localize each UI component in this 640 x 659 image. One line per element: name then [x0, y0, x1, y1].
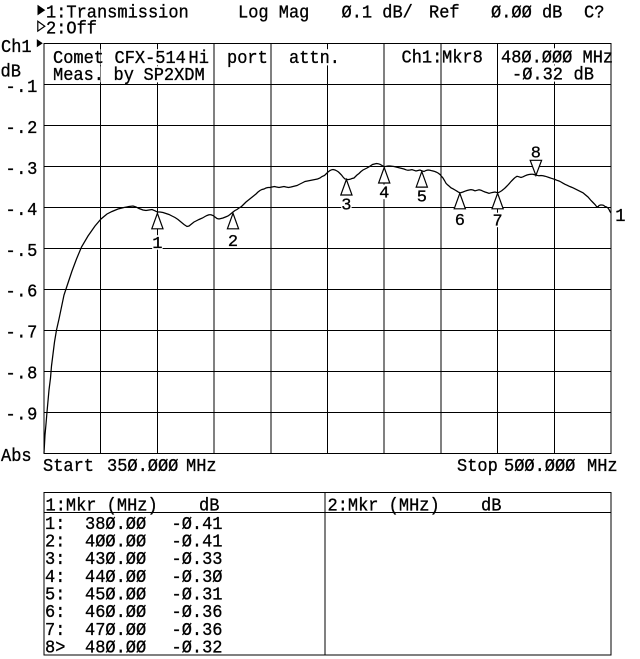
svg-text:4:: 4: — [45, 567, 65, 588]
svg-text:1: 1 — [615, 206, 625, 227]
svg-text:5:: 5: — [45, 585, 65, 606]
svg-text:2:Off: 2:Off — [46, 19, 97, 40]
svg-text:48Ø.ØØ: 48Ø.ØØ — [85, 638, 146, 659]
svg-text:2: 2 — [228, 233, 238, 252]
svg-text:Comet: Comet — [53, 49, 104, 70]
svg-text:dB: dB — [481, 496, 502, 517]
svg-text:Mkr8: Mkr8 — [442, 48, 483, 69]
svg-text:1:: 1: — [45, 514, 65, 535]
svg-text:6:: 6: — [45, 603, 65, 624]
svg-text:2:Mkr (MHz): 2:Mkr (MHz) — [328, 496, 440, 517]
svg-text:CFX-514: CFX-514 — [115, 49, 186, 70]
svg-text:35Ø.ØØØ: 35Ø.ØØØ — [107, 456, 179, 477]
svg-text:Ch1: Ch1 — [1, 37, 32, 58]
svg-text:Start: Start — [43, 456, 94, 477]
svg-text:-.3: -.3 — [6, 159, 38, 180]
svg-text:-Ø.41: -Ø.41 — [172, 532, 223, 553]
svg-text:Hi: Hi — [189, 49, 209, 70]
svg-text:-.4: -.4 — [6, 200, 38, 221]
svg-text:1:Transmission: 1:Transmission — [46, 3, 189, 24]
svg-text:4ØØ.ØØ: 4ØØ.ØØ — [85, 532, 146, 553]
svg-text:46Ø.ØØ: 46Ø.ØØ — [85, 603, 146, 624]
svg-text:Log Mag: Log Mag — [238, 3, 309, 24]
svg-text:dB: dB — [199, 496, 220, 517]
svg-text:by: by — [114, 66, 135, 87]
svg-text:5: 5 — [417, 189, 427, 208]
svg-text:-Ø.3Ø: -Ø.3Ø — [172, 567, 223, 588]
svg-text:-.6: -.6 — [6, 282, 38, 303]
svg-text:7:: 7: — [45, 620, 65, 641]
svg-text:-.2: -.2 — [6, 118, 38, 139]
svg-text:-Ø.36: -Ø.36 — [172, 620, 223, 641]
svg-text:-.8: -.8 — [6, 364, 38, 385]
svg-text:C?: C? — [584, 3, 604, 24]
svg-text:-Ø.32: -Ø.32 — [172, 638, 223, 659]
svg-text:7: 7 — [493, 213, 503, 232]
svg-text:Ch1:: Ch1: — [402, 48, 443, 69]
svg-text:Ø.ØØ dB: Ø.ØØ dB — [491, 3, 563, 24]
svg-text:Ø.1 dB/: Ø.1 dB/ — [342, 3, 413, 24]
svg-text:3: 3 — [341, 197, 351, 216]
svg-text:SP2XDM: SP2XDM — [144, 66, 205, 87]
svg-text:48Ø.ØØØ: 48Ø.ØØØ — [501, 48, 573, 69]
svg-text:Meas.: Meas. — [53, 66, 104, 87]
svg-text:dB: dB — [1, 62, 22, 83]
svg-text:-Ø.36: -Ø.36 — [172, 603, 223, 624]
svg-text:47Ø.ØØ: 47Ø.ØØ — [85, 620, 146, 641]
svg-text:Abs: Abs — [1, 446, 32, 467]
svg-text:8>: 8> — [45, 638, 65, 659]
svg-text:MHz: MHz — [186, 456, 217, 477]
svg-text:attn.: attn. — [289, 49, 340, 70]
svg-text:44Ø.ØØ: 44Ø.ØØ — [85, 567, 146, 588]
svg-text:-Ø.31: -Ø.31 — [172, 585, 223, 606]
svg-text:dB: dB — [574, 65, 595, 86]
svg-text:-.1: -.1 — [6, 77, 38, 98]
svg-text:8: 8 — [531, 144, 541, 163]
svg-text:2:: 2: — [45, 532, 65, 553]
svg-text:-Ø.32: -Ø.32 — [512, 65, 563, 86]
svg-text:MHz: MHz — [583, 48, 614, 69]
svg-text:6: 6 — [455, 212, 465, 231]
svg-text:MHz: MHz — [587, 456, 618, 477]
svg-text:-.5: -.5 — [6, 241, 38, 262]
svg-text:43Ø.ØØ: 43Ø.ØØ — [85, 550, 146, 571]
svg-text:38Ø.ØØ: 38Ø.ØØ — [85, 514, 146, 535]
svg-text:Stop: Stop — [457, 456, 498, 477]
svg-text:-Ø.41: -Ø.41 — [172, 514, 223, 535]
svg-text:45Ø.ØØ: 45Ø.ØØ — [85, 585, 146, 606]
svg-text:-Ø.33: -Ø.33 — [172, 550, 223, 571]
svg-text:-.7: -.7 — [6, 323, 38, 344]
svg-text:-.9: -.9 — [6, 405, 38, 426]
svg-text:1: 1 — [152, 235, 162, 254]
svg-text:4: 4 — [379, 185, 389, 204]
svg-text:1:Mkr (MHz): 1:Mkr (MHz) — [46, 496, 158, 517]
svg-text:5ØØ.ØØØ: 5ØØ.ØØØ — [504, 456, 576, 477]
svg-text:port: port — [227, 49, 268, 70]
svg-text:Ref: Ref — [429, 3, 460, 24]
svg-text:3:: 3: — [45, 550, 65, 571]
